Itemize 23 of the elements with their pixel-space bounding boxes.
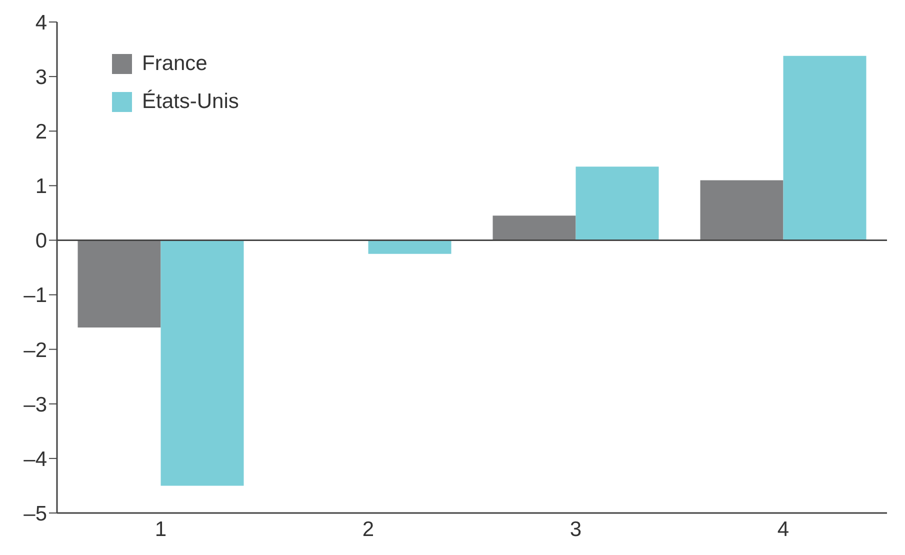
y-tick-label: 4: [35, 11, 48, 34]
y-tick-label: –4: [24, 448, 48, 471]
bar: [492, 216, 576, 240]
bar: [78, 240, 161, 328]
y-tick-label: 3: [35, 66, 47, 90]
x-tick-label: 4: [777, 518, 790, 541]
x-tick-label: 3: [570, 518, 582, 541]
y-tick-label: 1: [35, 175, 47, 198]
legend-label: France: [142, 52, 208, 76]
y-tick-label: 2: [35, 120, 47, 144]
bar: [160, 240, 244, 486]
bar: [700, 180, 784, 240]
y-tick-label: 0: [35, 230, 47, 253]
bar: [368, 240, 452, 254]
y-tick-label: –2: [24, 338, 47, 362]
bar: [783, 56, 866, 240]
x-tick-label: 1: [154, 518, 167, 541]
y-tick-label: –3: [24, 393, 47, 416]
y-tick-label: –1: [24, 284, 47, 308]
bar: [576, 166, 659, 240]
y-tick-label: –5: [24, 502, 47, 526]
x-tick-label: 2: [362, 518, 374, 541]
legend-label: États-Unis: [142, 90, 239, 114]
